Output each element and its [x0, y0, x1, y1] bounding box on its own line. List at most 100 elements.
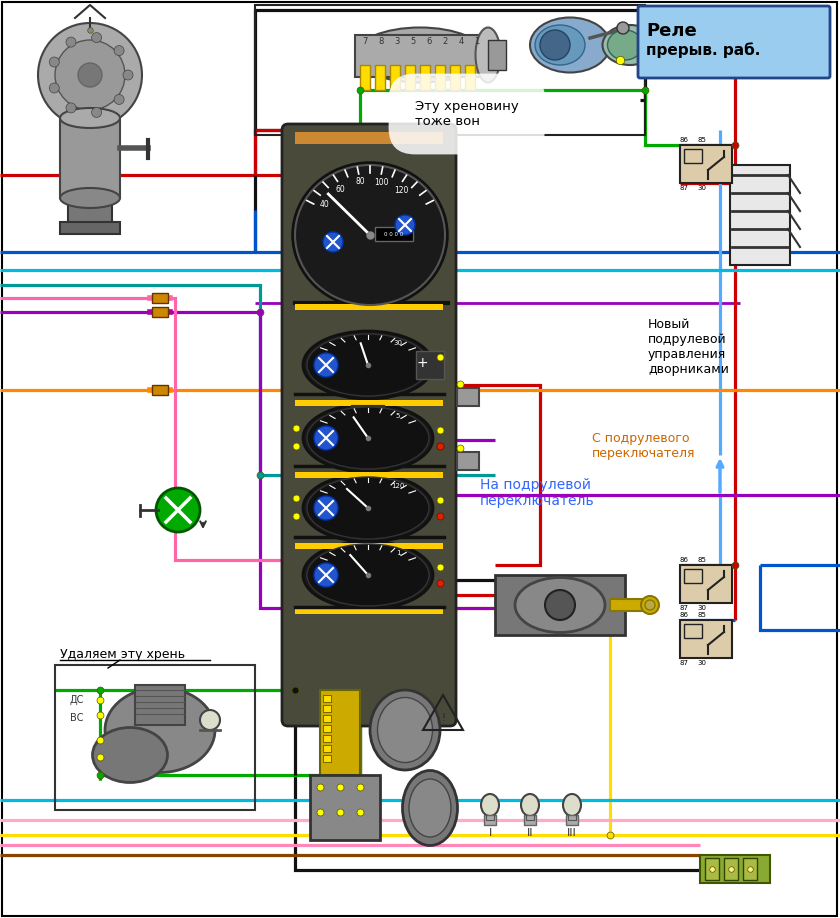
Bar: [566, 815, 578, 825]
Bar: [705, 858, 719, 880]
Circle shape: [38, 23, 142, 127]
Text: Новый
подрулевой
управления
дворниками: Новый подрулевой управления дворниками: [648, 318, 729, 376]
Bar: [68, 195, 112, 225]
Bar: [323, 715, 331, 722]
Text: ВС: ВС: [70, 713, 83, 723]
Bar: [450, 65, 460, 90]
Text: 86: 86: [680, 557, 689, 563]
Text: Эту хреновину
тоже вон: Эту хреновину тоже вон: [415, 100, 519, 128]
Ellipse shape: [293, 163, 447, 307]
Text: 5: 5: [396, 413, 400, 419]
Circle shape: [641, 596, 659, 614]
Text: 85: 85: [697, 612, 706, 618]
Circle shape: [114, 46, 124, 56]
Bar: [684, 624, 702, 638]
Text: 86: 86: [680, 612, 689, 618]
Text: 6: 6: [427, 38, 432, 47]
Bar: [135, 685, 185, 725]
Ellipse shape: [92, 727, 167, 782]
Bar: [55, 665, 255, 810]
Bar: [484, 815, 496, 825]
Bar: [295, 472, 443, 478]
Text: 5: 5: [411, 38, 416, 47]
Ellipse shape: [307, 334, 429, 396]
Bar: [295, 608, 443, 614]
Bar: [152, 293, 168, 303]
Ellipse shape: [602, 25, 658, 65]
Circle shape: [617, 22, 629, 34]
Text: 2: 2: [443, 38, 448, 47]
Bar: [60, 118, 120, 198]
Text: 85: 85: [697, 557, 706, 563]
Ellipse shape: [295, 165, 445, 305]
Text: Удаляем эту хрень: Удаляем эту хрень: [60, 648, 185, 661]
Ellipse shape: [307, 544, 429, 606]
Text: ДС: ДС: [70, 695, 84, 705]
Circle shape: [78, 63, 102, 87]
Bar: [375, 227, 413, 241]
Text: 8: 8: [378, 38, 384, 47]
Circle shape: [314, 563, 338, 587]
Circle shape: [66, 37, 76, 47]
Text: 85: 85: [697, 137, 706, 143]
Text: 30: 30: [697, 185, 706, 191]
Circle shape: [314, 353, 338, 377]
Bar: [323, 745, 331, 752]
Bar: [323, 705, 331, 712]
Circle shape: [314, 496, 338, 520]
Ellipse shape: [481, 794, 499, 816]
Text: 0 0 0 0: 0 0 0 0: [385, 231, 404, 237]
Circle shape: [200, 710, 220, 730]
Bar: [743, 858, 757, 880]
Text: I: I: [488, 828, 491, 838]
Bar: [375, 65, 385, 90]
Bar: [610, 599, 645, 611]
Bar: [457, 452, 479, 470]
Text: 120: 120: [394, 186, 409, 196]
Text: 100: 100: [374, 178, 389, 186]
Text: 7: 7: [362, 38, 368, 47]
Circle shape: [66, 103, 76, 113]
Bar: [730, 165, 790, 265]
Circle shape: [123, 70, 133, 80]
Ellipse shape: [530, 17, 610, 73]
Ellipse shape: [521, 794, 539, 816]
Text: 3: 3: [394, 38, 400, 47]
Ellipse shape: [377, 698, 433, 763]
Bar: [680, 145, 732, 183]
Bar: [495, 575, 625, 635]
Bar: [360, 65, 370, 90]
Bar: [457, 388, 479, 406]
Ellipse shape: [409, 779, 451, 837]
Bar: [435, 65, 445, 90]
Text: прерыв. раб.: прерыв. раб.: [646, 42, 760, 58]
Ellipse shape: [303, 474, 433, 542]
Circle shape: [92, 107, 102, 118]
Bar: [390, 65, 400, 90]
Circle shape: [55, 40, 125, 110]
Ellipse shape: [60, 188, 120, 208]
Bar: [680, 565, 732, 603]
Text: 120: 120: [391, 483, 405, 489]
Text: 60: 60: [336, 185, 346, 194]
Text: III: III: [567, 828, 577, 838]
Circle shape: [323, 232, 343, 252]
Circle shape: [395, 215, 415, 235]
Ellipse shape: [307, 407, 429, 469]
Bar: [416, 351, 444, 379]
Bar: [323, 735, 331, 742]
Circle shape: [50, 83, 60, 93]
Bar: [310, 775, 380, 840]
Ellipse shape: [303, 404, 433, 472]
Text: II: II: [527, 828, 533, 838]
Bar: [323, 755, 331, 762]
Bar: [684, 569, 702, 583]
Ellipse shape: [563, 794, 581, 816]
Text: 87: 87: [680, 660, 689, 666]
Ellipse shape: [307, 477, 429, 539]
Text: На подрулевой
переключатель: На подрулевой переключатель: [480, 478, 595, 509]
Circle shape: [114, 95, 124, 105]
Ellipse shape: [607, 30, 643, 60]
FancyBboxPatch shape: [282, 124, 456, 726]
Bar: [684, 149, 702, 163]
